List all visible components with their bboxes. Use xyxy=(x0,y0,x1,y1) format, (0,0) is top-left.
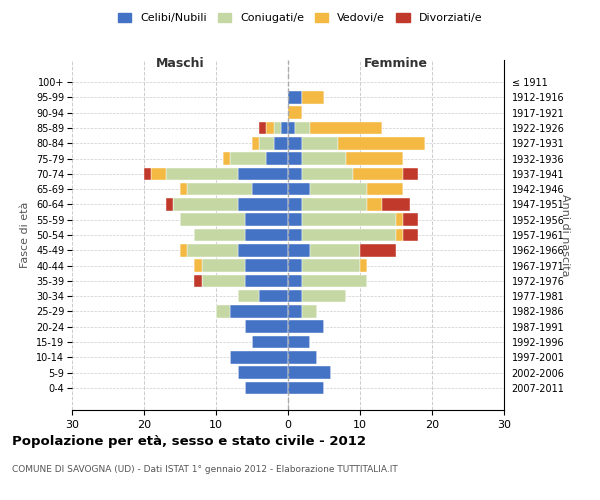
Bar xyxy=(194,228,245,241)
Bar xyxy=(238,168,288,180)
Bar xyxy=(202,274,245,287)
Bar xyxy=(310,244,360,256)
Bar xyxy=(302,305,317,318)
Bar xyxy=(360,260,367,272)
Bar xyxy=(302,168,353,180)
Text: Maschi: Maschi xyxy=(155,57,205,70)
Bar xyxy=(295,122,310,134)
Bar xyxy=(288,137,302,149)
Bar xyxy=(403,214,418,226)
Bar xyxy=(281,122,288,134)
Bar xyxy=(288,228,302,241)
Bar xyxy=(288,336,310,348)
Bar xyxy=(166,198,173,210)
Bar xyxy=(353,168,403,180)
Bar xyxy=(367,183,403,196)
Bar xyxy=(238,244,288,256)
Bar xyxy=(252,137,259,149)
Bar xyxy=(202,260,245,272)
Bar xyxy=(288,320,324,333)
Bar xyxy=(288,274,302,287)
Bar xyxy=(346,152,403,165)
Bar xyxy=(144,168,151,180)
Bar xyxy=(194,274,202,287)
Bar xyxy=(288,122,295,134)
Bar xyxy=(259,290,288,302)
Bar xyxy=(216,305,230,318)
Bar xyxy=(382,198,410,210)
Bar xyxy=(288,198,302,210)
Bar xyxy=(288,290,302,302)
Bar xyxy=(288,106,302,119)
Bar xyxy=(252,183,288,196)
Bar xyxy=(288,244,310,256)
Bar xyxy=(151,168,166,180)
Bar xyxy=(180,214,245,226)
Bar xyxy=(302,152,346,165)
Bar xyxy=(173,198,238,210)
Bar xyxy=(187,183,252,196)
Bar xyxy=(266,122,274,134)
Bar xyxy=(302,228,396,241)
Bar xyxy=(288,366,331,379)
Bar xyxy=(367,198,382,210)
Bar xyxy=(396,214,403,226)
Bar xyxy=(302,198,367,210)
Legend: Celibi/Nubili, Coniugati/e, Vedovi/e, Divorziati/e: Celibi/Nubili, Coniugati/e, Vedovi/e, Di… xyxy=(113,8,487,28)
Bar xyxy=(180,183,187,196)
Bar xyxy=(302,214,396,226)
Bar xyxy=(360,244,396,256)
Text: Popolazione per età, sesso e stato civile - 2012: Popolazione per età, sesso e stato civil… xyxy=(12,435,366,448)
Bar xyxy=(230,152,266,165)
Bar xyxy=(302,137,338,149)
Bar xyxy=(266,152,288,165)
Y-axis label: Anni di nascita: Anni di nascita xyxy=(560,194,570,276)
Bar xyxy=(259,137,274,149)
Bar xyxy=(310,183,367,196)
Bar xyxy=(245,214,288,226)
Bar xyxy=(245,260,288,272)
Bar xyxy=(187,244,238,256)
Bar xyxy=(259,122,266,134)
Bar xyxy=(245,274,288,287)
Bar xyxy=(238,198,288,210)
Bar xyxy=(230,351,288,364)
Bar xyxy=(180,244,187,256)
Bar xyxy=(274,137,288,149)
Bar xyxy=(288,382,324,394)
Bar xyxy=(288,214,302,226)
Bar xyxy=(166,168,238,180)
Bar xyxy=(245,382,288,394)
Bar xyxy=(288,91,302,104)
Bar xyxy=(245,320,288,333)
Bar xyxy=(274,122,281,134)
Text: Femmine: Femmine xyxy=(364,57,428,70)
Bar xyxy=(403,228,418,241)
Y-axis label: Fasce di età: Fasce di età xyxy=(20,202,31,268)
Bar xyxy=(230,305,288,318)
Bar xyxy=(403,168,418,180)
Bar xyxy=(310,122,382,134)
Bar xyxy=(288,168,302,180)
Bar xyxy=(238,366,288,379)
Bar xyxy=(302,274,367,287)
Bar xyxy=(302,260,360,272)
Bar xyxy=(223,152,230,165)
Text: COMUNE DI SAVOGNA (UD) - Dati ISTAT 1° gennaio 2012 - Elaborazione TUTTITALIA.IT: COMUNE DI SAVOGNA (UD) - Dati ISTAT 1° g… xyxy=(12,465,398,474)
Bar xyxy=(302,91,324,104)
Bar xyxy=(288,152,302,165)
Bar xyxy=(288,351,317,364)
Bar xyxy=(252,336,288,348)
Bar xyxy=(288,260,302,272)
Bar xyxy=(288,305,302,318)
Bar xyxy=(288,183,310,196)
Bar xyxy=(194,260,202,272)
Bar xyxy=(245,228,288,241)
Bar xyxy=(238,290,259,302)
Bar xyxy=(302,290,346,302)
Bar xyxy=(396,228,403,241)
Bar xyxy=(338,137,425,149)
